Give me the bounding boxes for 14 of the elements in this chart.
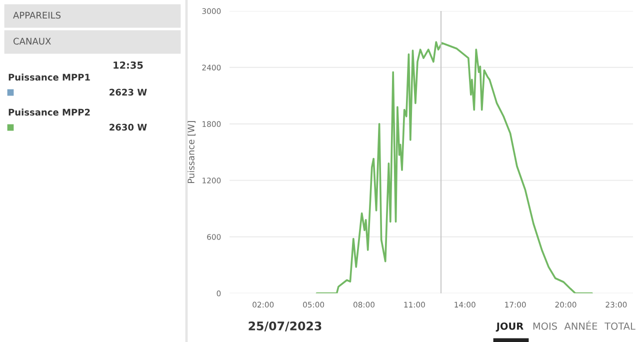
y-axis-title: Puissance [W] xyxy=(187,121,196,184)
text: 25/07/2023 xyxy=(248,321,322,332)
text: MOIS xyxy=(533,322,557,330)
line-series xyxy=(316,41,593,294)
text: 2623 W xyxy=(110,88,147,96)
text: CANAUX xyxy=(14,38,51,45)
text: JOUR xyxy=(496,322,524,332)
text: Puissance MPP1 xyxy=(8,74,90,81)
text: TOTAL xyxy=(604,322,636,330)
text: 12:35 xyxy=(114,61,143,69)
text: ANNÉE xyxy=(564,320,598,330)
text: APPAREILS xyxy=(13,12,61,19)
text: Puissance MPP2 xyxy=(8,108,90,116)
text: 2630 W xyxy=(110,124,147,131)
